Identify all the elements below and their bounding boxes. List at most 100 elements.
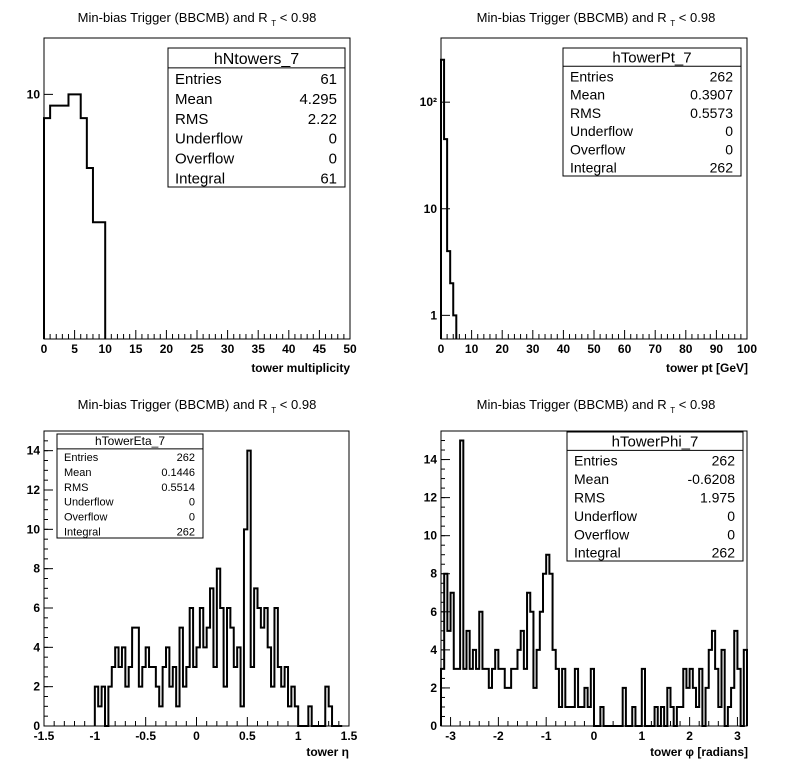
stats-label: RMS [175, 111, 208, 128]
stats-box: hTowerEta_7 Entries 262 Mean 0.1446 RMS 0.5514… [56, 433, 204, 539]
stats-value: 262 [710, 68, 734, 84]
stats-label: Integral [64, 526, 101, 538]
x-tick-label: 0 [193, 729, 200, 743]
stats-value: 2.22 [308, 111, 337, 128]
y-tick-label: 10 [27, 522, 41, 536]
histogram-line [43, 93, 107, 339]
x-tick-label: 10 [99, 342, 113, 356]
x-tick-label: 40 [282, 342, 296, 356]
stats-label: Mean [570, 87, 605, 103]
stats-box: hTowerPt_7 Entries 262 Mean 0.3907 RMS 0.5573 U… [562, 47, 742, 177]
stats-name: hTowerPhi_7 [612, 433, 699, 450]
y-tick-label: 8 [430, 567, 437, 581]
x-tick-label: 3 [734, 729, 741, 743]
y-tick-label: 12 [424, 491, 438, 505]
x-tick-label: -1.5 [34, 729, 55, 743]
stats-value: 0.1446 [161, 467, 195, 479]
stats-value: 61 [320, 170, 337, 187]
stats-value: -0.6208 [688, 471, 736, 487]
stats-label: Underflow [175, 131, 243, 148]
stats-label: Entries [175, 71, 222, 88]
chart-title: Min-bias Trigger (BBCMB) and R T < 0.98 [78, 10, 317, 28]
panel-hTowerPt_7: Min-bias Trigger (BBCMB) and R T < 0.98 0… [420, 10, 758, 375]
stats-label: Overflow [570, 141, 626, 157]
stats-label: Underflow [570, 123, 634, 139]
stats-value: 0 [727, 526, 735, 542]
y-tick-label: 10 [424, 202, 438, 216]
x-tick-label: 1 [638, 729, 645, 743]
stats-box-frame [167, 47, 346, 188]
x-tick-label: 1.5 [341, 729, 358, 743]
x-tick-label: -2 [493, 729, 504, 743]
stats-label: Mean [175, 91, 213, 108]
stats-value: 262 [177, 452, 195, 464]
stats-label: Underflow [64, 497, 114, 509]
stats-value: 0 [725, 123, 733, 139]
y-tick-label: 12 [27, 483, 41, 497]
histogram-line [93, 449, 343, 727]
y-tick-label: 8 [33, 562, 40, 576]
chart-title: Min-bias Trigger (BBCMB) and R T < 0.98 [477, 10, 716, 28]
x-axis-label: tower multiplicity [251, 361, 350, 375]
y-tick-label: 10 [424, 529, 438, 543]
stats-value: 0 [189, 497, 195, 509]
y-tick-label: 0 [33, 719, 40, 733]
stats-value: 0 [329, 151, 337, 168]
stats-label: Integral [175, 170, 225, 187]
y-tick-label: 6 [33, 601, 40, 615]
chart-title: Min-bias Trigger (BBCMB) and R T < 0.98 [477, 397, 716, 415]
x-tick-label: 0 [438, 342, 445, 356]
x-tick-label: 100 [737, 342, 757, 356]
stats-label: Integral [570, 160, 617, 176]
stats-label: Integral [574, 545, 621, 561]
stats-box-frame [56, 433, 204, 539]
y-tick-label: 14 [27, 444, 41, 458]
stats-name: hNtowers_7 [214, 51, 299, 68]
x-tick-label: 5 [71, 342, 78, 356]
stats-value: 0.5573 [690, 105, 733, 121]
stats-label: Overflow [64, 511, 107, 523]
x-tick-label: 90 [710, 342, 724, 356]
y-tick-label: 1 [430, 308, 437, 322]
stats-label: RMS [570, 105, 601, 121]
x-tick-label: 20 [496, 342, 510, 356]
y-tick-label: 0 [430, 719, 437, 733]
stats-label: Overflow [574, 526, 630, 542]
y-tick-label: 2 [33, 680, 40, 694]
x-tick-label: 25 [190, 342, 204, 356]
x-tick-label: -0.5 [135, 729, 156, 743]
x-tick-label: -1 [89, 729, 100, 743]
y-tick-label: 4 [33, 640, 40, 654]
stats-label: Underflow [574, 508, 638, 524]
x-tick-label: 2 [686, 729, 693, 743]
stats-label: RMS [64, 482, 88, 494]
x-axis-label: tower η [306, 745, 349, 759]
x-tick-label: -1 [541, 729, 552, 743]
stats-label: Entries [64, 452, 99, 464]
x-tick-label: 0.5 [239, 729, 256, 743]
x-tick-label: 80 [679, 342, 693, 356]
stats-value: 262 [712, 453, 736, 469]
x-tick-label: 0 [41, 342, 48, 356]
y-tick-label: 2 [430, 681, 437, 695]
x-tick-label: -3 [445, 729, 456, 743]
chart-title: Min-bias Trigger (BBCMB) and R T < 0.98 [78, 397, 317, 415]
stats-name: hTowerEta_7 [95, 434, 165, 448]
stats-label: RMS [574, 489, 605, 505]
stats-label: Mean [64, 467, 92, 479]
stats-value: 0 [329, 131, 337, 148]
x-tick-label: 1 [295, 729, 302, 743]
stats-box: hTowerPhi_7 Entries 262 Mean -0.6208 RMS 1.975… [566, 431, 744, 562]
stats-label: Mean [574, 471, 609, 487]
stats-value: 0 [725, 141, 733, 157]
stats-value: 4.295 [299, 91, 337, 108]
x-tick-label: 30 [221, 342, 235, 356]
stats-label: Entries [574, 453, 618, 469]
stats-label: Overflow [175, 151, 234, 168]
x-tick-label: 60 [618, 342, 632, 356]
histogram-line [440, 439, 748, 727]
x-tick-label: 20 [160, 342, 174, 356]
stats-box-frame [562, 47, 742, 177]
stats-box-frame [566, 431, 744, 562]
y-tick-label: 10² [420, 95, 437, 109]
